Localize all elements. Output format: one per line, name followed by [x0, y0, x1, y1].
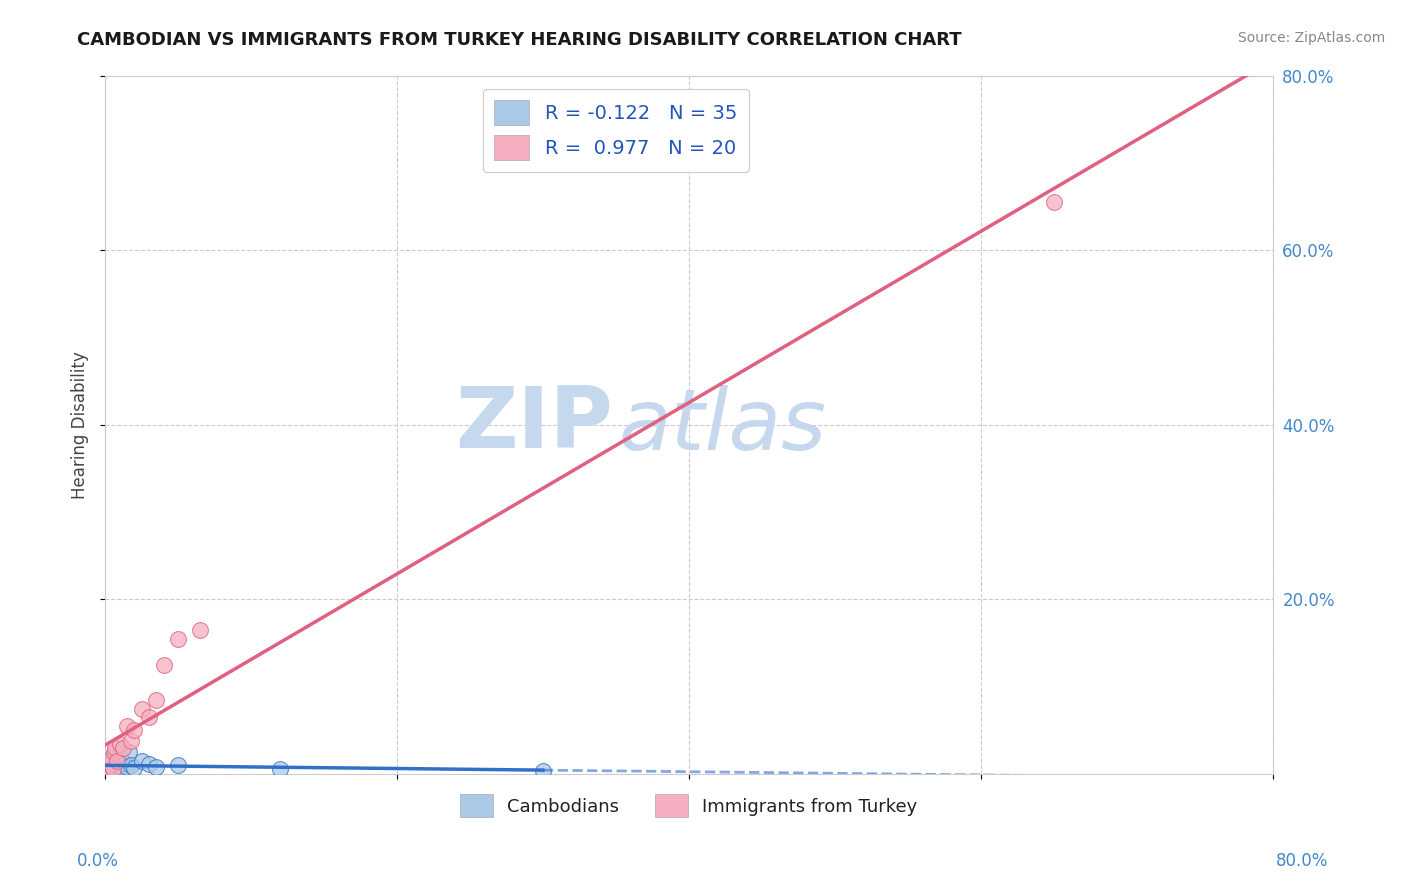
Point	[101, 761, 124, 775]
Point	[104, 749, 127, 764]
Point	[96, 764, 118, 778]
Point	[112, 756, 135, 770]
Point	[138, 756, 160, 771]
Point	[105, 757, 128, 772]
Point	[167, 632, 190, 646]
Point	[115, 719, 138, 733]
Point	[108, 737, 131, 751]
Point	[105, 754, 128, 768]
Text: 80.0%: 80.0%	[1277, 852, 1329, 870]
Point	[167, 758, 190, 772]
Point	[107, 761, 129, 775]
Point	[100, 751, 122, 765]
Point	[96, 762, 118, 776]
Text: CAMBODIAN VS IMMIGRANTS FROM TURKEY HEARING DISABILITY CORRELATION CHART: CAMBODIAN VS IMMIGRANTS FROM TURKEY HEAR…	[77, 31, 962, 49]
Point	[104, 740, 127, 755]
Point	[97, 760, 120, 774]
Point	[97, 764, 120, 779]
Point	[138, 710, 160, 724]
Point	[98, 758, 121, 772]
Point	[100, 764, 122, 778]
Point	[103, 745, 125, 759]
Point	[152, 657, 174, 672]
Text: Source: ZipAtlas.com: Source: ZipAtlas.com	[1237, 31, 1385, 45]
Point	[124, 723, 146, 738]
Point	[104, 763, 127, 777]
Point	[97, 760, 120, 774]
Point	[98, 756, 121, 771]
Text: atlas: atlas	[619, 385, 827, 468]
Point	[108, 747, 131, 762]
Point	[145, 693, 167, 707]
Point	[121, 758, 143, 772]
Point	[103, 762, 125, 776]
Point	[117, 745, 139, 759]
Point	[131, 754, 153, 768]
Point	[96, 763, 118, 777]
Point	[121, 734, 143, 748]
Point	[105, 764, 128, 778]
Legend: Cambodians, Immigrants from Turkey: Cambodians, Immigrants from Turkey	[453, 787, 925, 824]
Point	[124, 761, 146, 775]
Point	[101, 764, 124, 779]
Point	[101, 755, 124, 769]
Point	[111, 740, 134, 755]
Point	[98, 754, 121, 768]
Point	[269, 762, 291, 776]
Point	[111, 762, 134, 776]
Point	[531, 764, 554, 778]
Text: 0.0%: 0.0%	[77, 852, 120, 870]
Point	[101, 762, 124, 776]
Point	[103, 751, 125, 765]
Point	[110, 759, 132, 773]
Y-axis label: Hearing Disability: Hearing Disability	[72, 351, 89, 499]
Point	[108, 763, 131, 777]
Point	[1042, 195, 1064, 210]
Point	[115, 760, 138, 774]
Point	[100, 756, 122, 771]
Point	[98, 763, 121, 777]
Text: ZIP: ZIP	[456, 384, 613, 467]
Point	[145, 760, 167, 774]
Point	[188, 623, 211, 637]
Point	[107, 753, 129, 767]
Point	[131, 701, 153, 715]
